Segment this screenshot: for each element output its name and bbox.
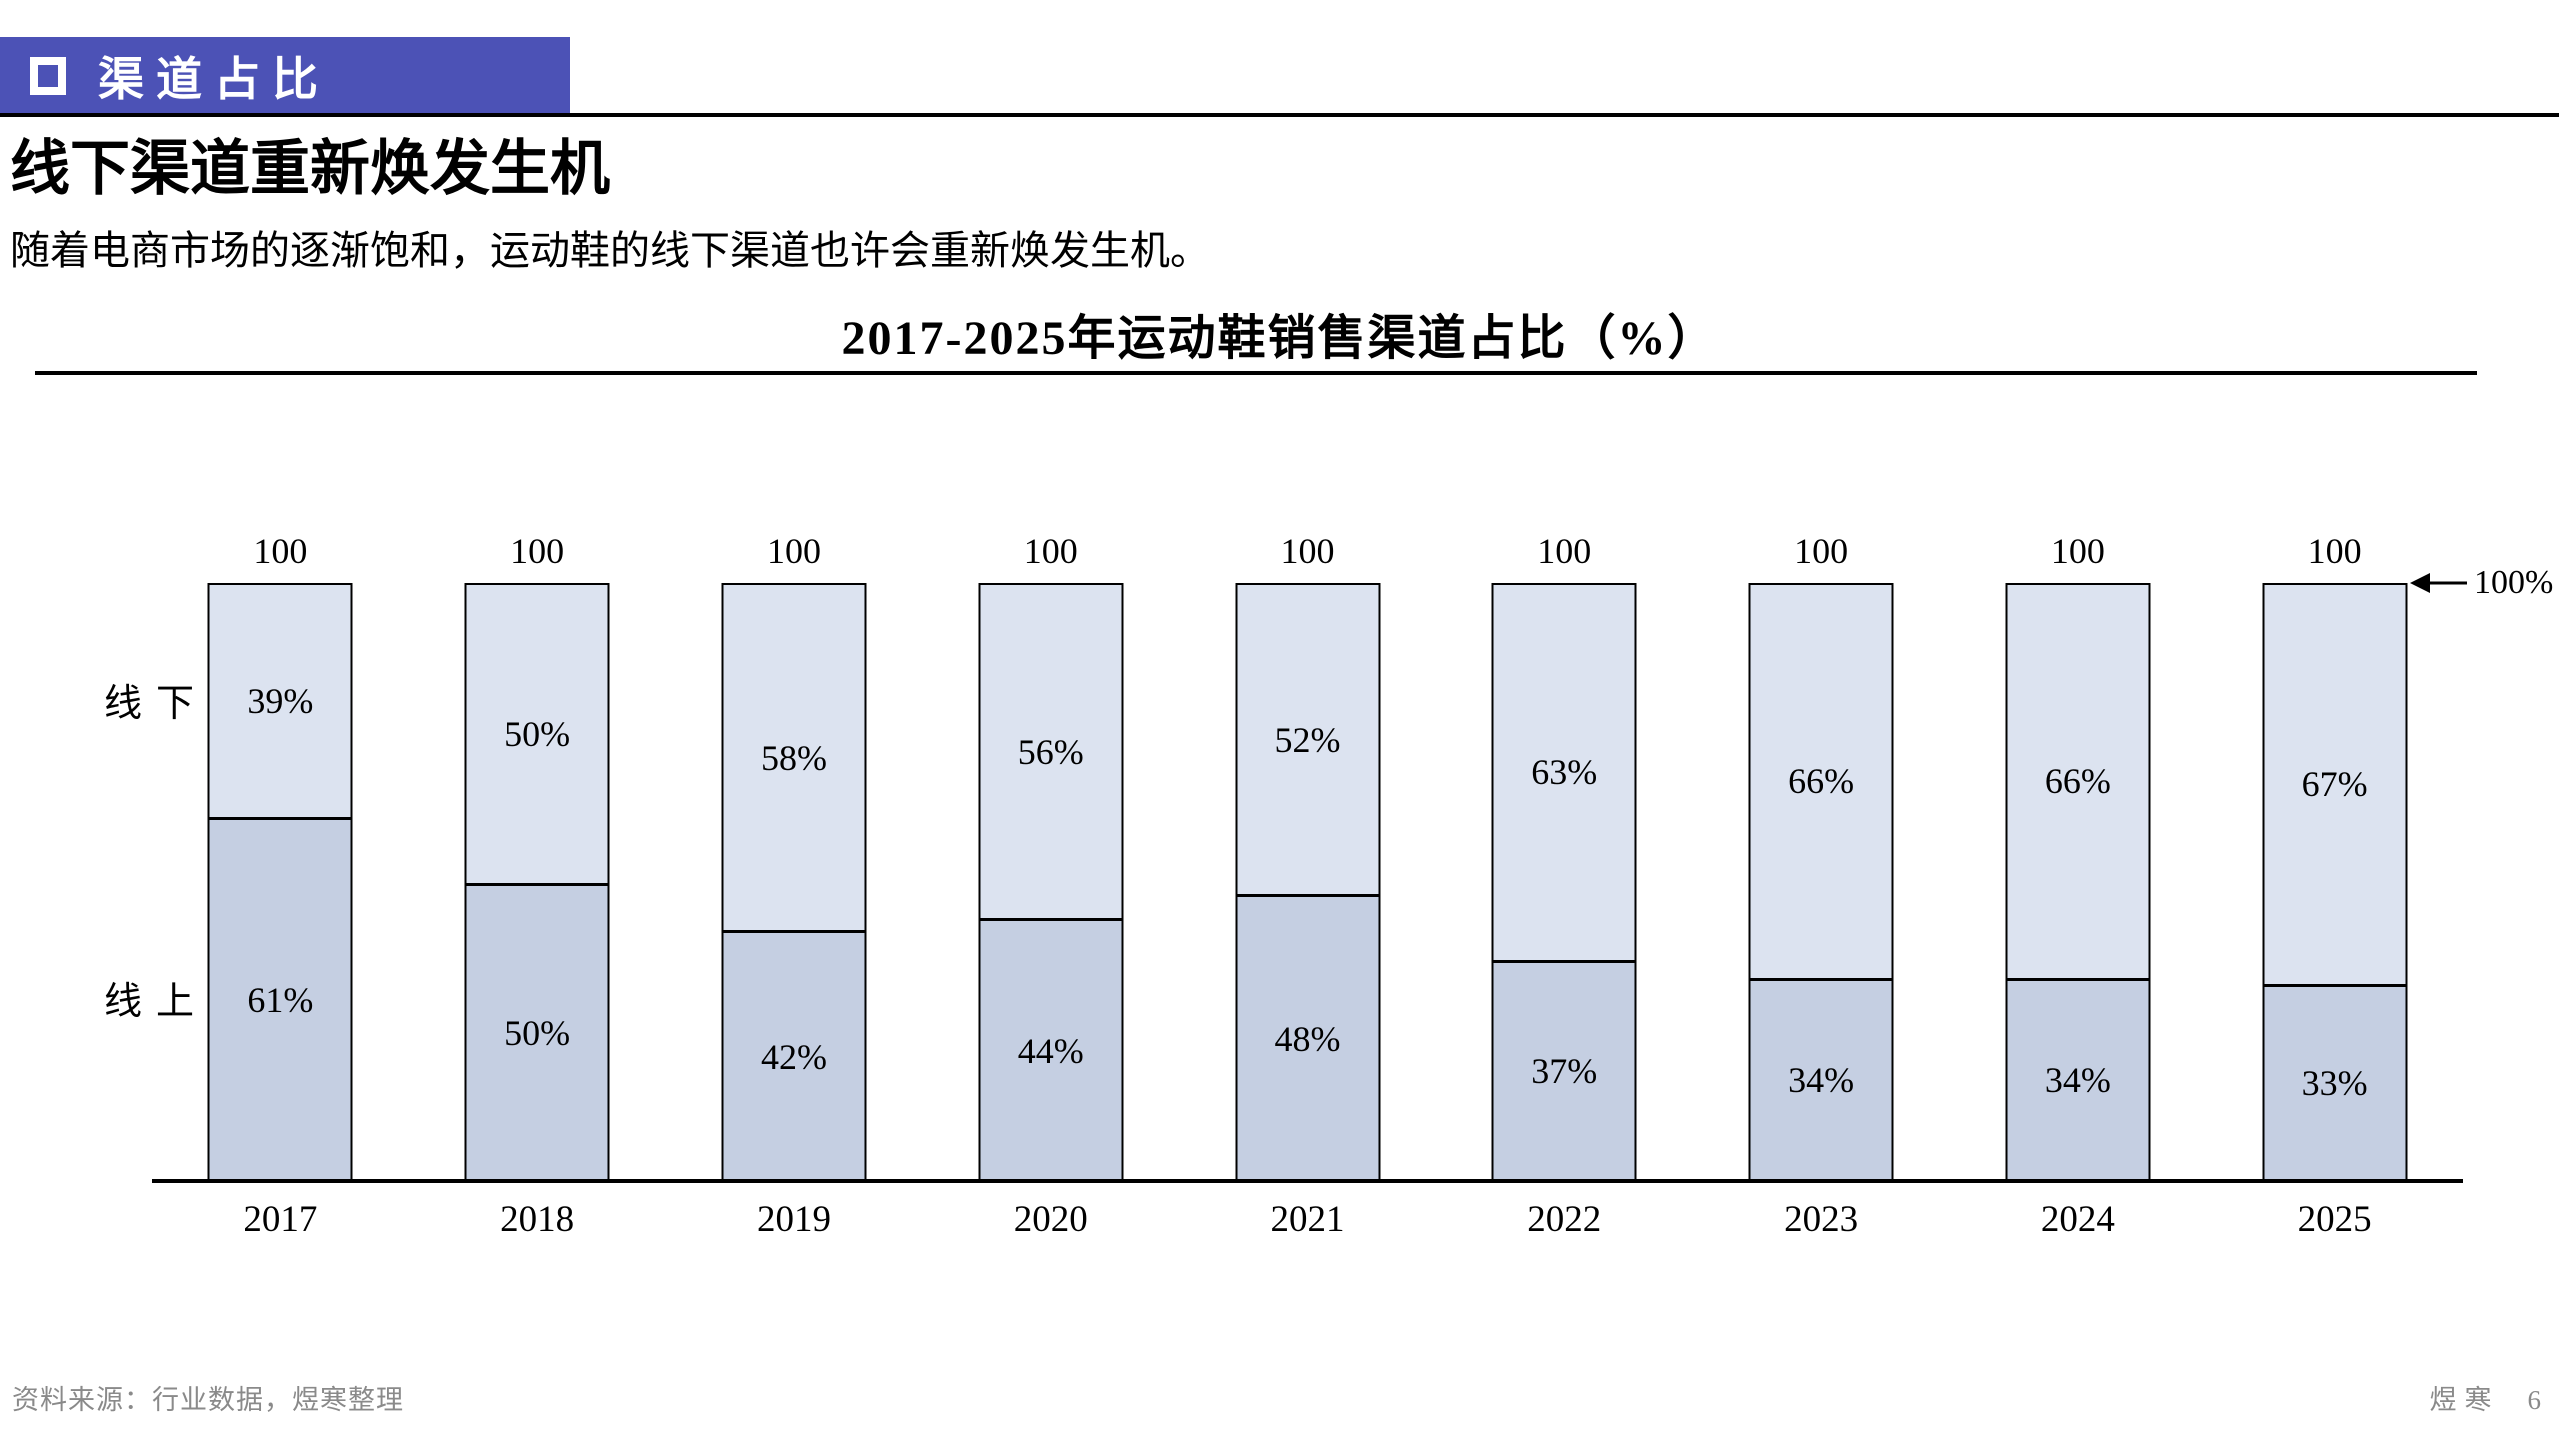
bar-total-label: 100 bbox=[510, 531, 565, 571]
x-axis-line bbox=[152, 1179, 2463, 1183]
bar-total-label: 100 bbox=[766, 531, 821, 571]
bar-total-label: 100 bbox=[2050, 531, 2105, 571]
section-banner: 渠道占比 bbox=[0, 37, 570, 114]
x-axis-label: 2019 bbox=[756, 1199, 831, 1240]
bars-row: 100 39% 61% 2017 100 50% 50% 2018 100 58% 42% 2019 1… bbox=[152, 531, 2463, 1240]
stacked-bar: 63% 37% bbox=[1491, 583, 1637, 1182]
stacked-bar: 50% 50% bbox=[464, 583, 610, 1182]
offline-segment: 58% bbox=[723, 585, 865, 931]
online-segment: 61% bbox=[209, 817, 351, 1180]
bar-total-label: 100 bbox=[1280, 531, 1335, 571]
bar-group-2019: 100 58% 42% 2019 bbox=[666, 531, 923, 1240]
online-segment: 34% bbox=[1750, 977, 1892, 1180]
stacked-bar: 66% 34% bbox=[2005, 583, 2151, 1182]
bar-group-2022: 100 63% 37% 2022 bbox=[1436, 531, 1693, 1240]
footer-right: 煜寒 6 bbox=[2430, 1378, 2542, 1417]
online-segment: 37% bbox=[1493, 959, 1635, 1180]
bar-total-label: 100 bbox=[2307, 531, 2362, 571]
offline-value-label: 58% bbox=[760, 737, 827, 778]
x-axis-label: 2024 bbox=[2040, 1199, 2115, 1240]
offline-segment: 66% bbox=[1750, 585, 1892, 978]
offline-value-label: 50% bbox=[504, 713, 571, 754]
offline-value-label: 39% bbox=[247, 681, 314, 722]
bar-total-label: 100 bbox=[1794, 531, 1849, 571]
x-axis-label: 2017 bbox=[243, 1199, 318, 1240]
section-banner-label: 渠道占比 bbox=[98, 53, 330, 105]
chart-title: 2017-2025年运动鞋销售渠道占比（%） bbox=[841, 312, 1718, 365]
footer-source: 资料来源：行业数据，煜寒整理 bbox=[12, 1385, 404, 1415]
stacked-bar: 58% 42% bbox=[721, 583, 867, 1182]
online-value-label: 37% bbox=[1531, 1051, 1598, 1092]
left-arrow-icon bbox=[2410, 573, 2467, 593]
bar-group-2021: 100 52% 48% 2021 bbox=[1179, 531, 1436, 1240]
max-annotation: 100% bbox=[2410, 562, 2553, 604]
offline-segment: 56% bbox=[980, 585, 1122, 919]
online-segment: 34% bbox=[2007, 977, 2149, 1180]
x-axis-label: 2018 bbox=[500, 1199, 575, 1240]
header-divider bbox=[0, 113, 2559, 117]
bar-total-label: 100 bbox=[1023, 531, 1078, 571]
online-value-label: 42% bbox=[760, 1036, 827, 1077]
offline-value-label: 66% bbox=[1788, 761, 1855, 802]
online-segment: 50% bbox=[466, 882, 608, 1180]
online-segment: 33% bbox=[2264, 983, 2406, 1180]
bar-group-2020: 100 56% 44% 2020 bbox=[922, 531, 1179, 1240]
offline-value-label: 56% bbox=[1017, 731, 1084, 772]
online-value-label: 48% bbox=[1274, 1018, 1341, 1059]
footer-page-number: 6 bbox=[2527, 1385, 2542, 1415]
x-axis-label: 2021 bbox=[1270, 1199, 1345, 1240]
series-label-offline: 线下 bbox=[103, 683, 208, 725]
stacked-bar: 39% 61% bbox=[207, 583, 353, 1182]
bar-group-2017: 100 39% 61% 2017 bbox=[152, 531, 409, 1240]
online-value-label: 34% bbox=[1788, 1060, 1855, 1101]
square-bullet-icon bbox=[30, 56, 66, 95]
bar-total-label: 100 bbox=[253, 531, 308, 571]
footer-brand: 煜寒 bbox=[2429, 1385, 2500, 1415]
stacked-bar: 66% 34% bbox=[1748, 583, 1894, 1182]
offline-value-label: 52% bbox=[1274, 719, 1341, 760]
online-segment: 44% bbox=[980, 918, 1122, 1180]
stacked-bar: 56% 44% bbox=[978, 583, 1124, 1182]
online-value-label: 34% bbox=[2044, 1060, 2111, 1101]
offline-segment: 63% bbox=[1493, 585, 1635, 960]
stacked-bar: 52% 48% bbox=[1235, 583, 1381, 1182]
max-annotation-label: 100% bbox=[2474, 564, 2554, 601]
offline-segment: 67% bbox=[2264, 585, 2406, 984]
bar-group-2025: 100 67% 33% 2025 bbox=[2206, 531, 2463, 1240]
x-axis-label: 2025 bbox=[2297, 1199, 2372, 1240]
offline-segment: 52% bbox=[1237, 585, 1379, 895]
bar-group-2023: 100 66% 34% 2023 bbox=[1693, 531, 1950, 1240]
online-segment: 48% bbox=[1237, 894, 1379, 1180]
bar-total-label: 100 bbox=[1537, 531, 1592, 571]
series-label-online: 线上 bbox=[103, 981, 208, 1023]
page-subtitle: 随着电商市场的逐渐饱和，运动鞋的线下渠道也许会重新焕发生机。 bbox=[10, 228, 1210, 273]
offline-segment: 66% bbox=[2007, 585, 2149, 978]
offline-segment: 50% bbox=[466, 585, 608, 883]
page-title: 线下渠道重新焕发生机 bbox=[10, 136, 610, 202]
offline-value-label: 67% bbox=[2301, 764, 2368, 805]
stacked-bar: 67% 33% bbox=[2262, 583, 2408, 1182]
x-axis-label: 2022 bbox=[1527, 1199, 1602, 1240]
online-value-label: 61% bbox=[247, 980, 314, 1021]
online-segment: 42% bbox=[723, 930, 865, 1180]
chart-title-divider bbox=[35, 371, 2477, 375]
online-value-label: 44% bbox=[1017, 1030, 1084, 1071]
bar-group-2018: 100 50% 50% 2018 bbox=[409, 531, 666, 1240]
bar-group-2024: 100 66% 34% 2024 bbox=[1949, 531, 2206, 1240]
online-value-label: 33% bbox=[2301, 1063, 2368, 1104]
offline-segment: 39% bbox=[209, 585, 351, 818]
online-value-label: 50% bbox=[504, 1012, 571, 1053]
offline-value-label: 66% bbox=[2044, 761, 2111, 802]
x-axis-label: 2020 bbox=[1013, 1199, 1088, 1240]
x-axis-label: 2023 bbox=[1784, 1199, 1859, 1240]
offline-value-label: 63% bbox=[1531, 752, 1598, 793]
